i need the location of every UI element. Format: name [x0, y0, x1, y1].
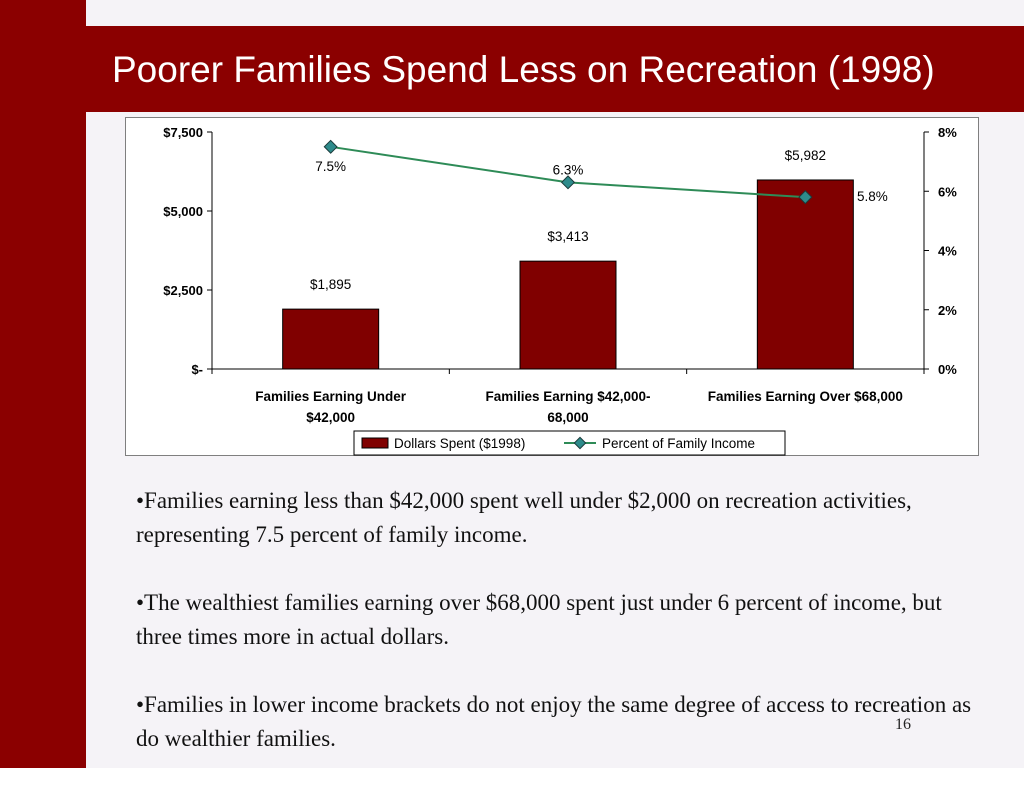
x-category-label: Families Earning Under	[255, 389, 407, 404]
bar	[519, 260, 617, 370]
line-value-label: 5.8%	[857, 189, 888, 204]
line-value-label: 6.3%	[553, 162, 584, 177]
y-left-tick-label: $-	[191, 362, 203, 377]
legend-line-marker	[573, 436, 587, 450]
page-number: 16	[895, 716, 911, 733]
x-category-label: $42,000	[306, 410, 355, 425]
y-right-tick-label: 4%	[938, 244, 957, 259]
line-value-label: 7.5%	[315, 159, 346, 174]
bar-value-label: $1,895	[310, 277, 351, 292]
y-left-tick-label: $7,500	[163, 125, 203, 140]
y-right-tick-label: 0%	[938, 362, 957, 377]
bullet-item: •Families in lower income brackets do no…	[136, 692, 972, 751]
y-right-tick-label: 2%	[938, 303, 957, 318]
legend-bar-label: Dollars Spent ($1998)	[394, 436, 525, 451]
line-marker	[323, 139, 338, 154]
combo-chart: $- $2,500 $5,000 $7,500 0% 2% 4% 6% 8% Families E…	[163, 125, 957, 456]
line-marker	[560, 175, 576, 190]
bar-value-label: $3,413	[547, 229, 588, 244]
line-marker	[798, 190, 813, 205]
left-accent-band	[0, 0, 86, 768]
x-category-label: Families Earning $42,000-	[485, 389, 650, 404]
y-right-tick-label: 6%	[938, 184, 957, 199]
y-right-tick-label: 8%	[938, 125, 957, 140]
y-left-tick-label: $2,500	[163, 283, 203, 298]
x-category-label: 68,000	[547, 410, 588, 425]
title-bar	[86, 26, 1024, 112]
bullet-item: •The wealthiest families earning over $6…	[136, 590, 942, 649]
legend-line-label: Percent of Family Income	[602, 436, 755, 451]
bullet-item: •Families earning less than $42,000 spen…	[136, 488, 912, 547]
bar	[282, 308, 380, 370]
x-category-label: Families Earning Over $68,000	[708, 389, 903, 404]
slide-title: Poorer Families Spend Less on Recreation…	[112, 49, 935, 90]
bar-value-label: $5,982	[785, 148, 826, 163]
bullet-list: •Families earning less than $42,000 spen…	[136, 484, 976, 790]
bar	[756, 179, 854, 370]
y-left-tick-label: $5,000	[163, 204, 203, 219]
legend-bar-swatch	[361, 437, 389, 449]
legend-box	[353, 430, 786, 456]
